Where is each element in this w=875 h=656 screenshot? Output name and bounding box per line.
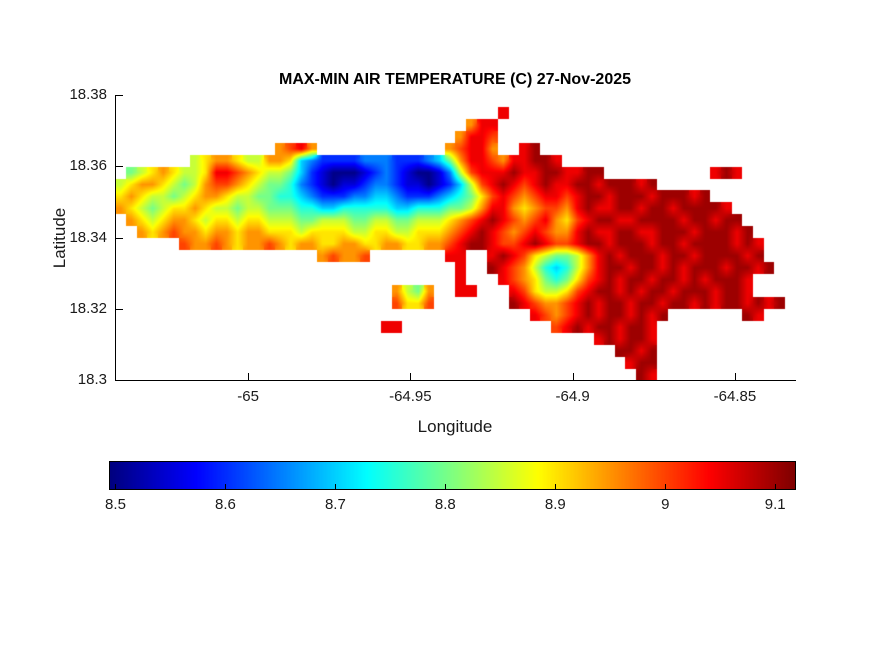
y-tick-label: 18.36: [69, 157, 107, 175]
colorbar-tick-mark: [775, 484, 777, 489]
colorbar-tick-label: 8.5: [105, 496, 126, 513]
x-tick-label: -64.85: [713, 388, 757, 405]
x-tick-label: -64.9: [555, 388, 590, 405]
colorbar-tick-label: 8.6: [215, 496, 236, 513]
colorbar-tick-mark: [445, 484, 447, 489]
y-tick-label: 18.3: [77, 371, 107, 388]
y-tick-label: 18.34: [69, 228, 107, 246]
x-tick-label: -64.95: [389, 388, 432, 405]
y-tick-label: 18.32: [69, 299, 107, 317]
colorbar-tick-mark: [115, 484, 117, 489]
y-tick-mark: [116, 237, 123, 239]
x-tick-mark: [248, 373, 250, 380]
y-tick-mark: [116, 380, 123, 381]
x-tick-label: -65: [237, 388, 259, 405]
colorbar-tick-label: 8.9: [544, 496, 566, 513]
y-tick-label: 18.38: [69, 86, 107, 103]
x-axis-line: [115, 380, 796, 381]
x-tick-mark: [734, 373, 736, 380]
colorbar-canvas: [109, 461, 796, 490]
y-tick-mark: [116, 308, 123, 310]
colorbar-tick-mark: [335, 484, 337, 489]
x-axis-label: Longitude: [417, 417, 493, 436]
chart-title: MAX-MIN AIR TEMPERATURE (C) 27-Nov-2025: [278, 71, 632, 88]
colorbar-tick-mark: [665, 484, 667, 489]
colorbar-tick-label: 8.7: [324, 496, 346, 513]
colorbar-tick-label: 9: [661, 496, 670, 513]
colorbar-tick-label: 8.8: [434, 496, 456, 513]
colorbar-tick-mark: [225, 484, 227, 489]
colorbar-tick-label: 9.1: [764, 496, 786, 513]
x-tick-mark: [410, 373, 412, 380]
x-tick-mark: [572, 373, 574, 380]
y-tick-mark: [116, 95, 123, 96]
y-tick-mark: [116, 166, 123, 168]
colorbar-tick-mark: [555, 484, 557, 489]
y-axis-line: [115, 95, 116, 381]
temperature-map-canvas: [115, 95, 795, 380]
